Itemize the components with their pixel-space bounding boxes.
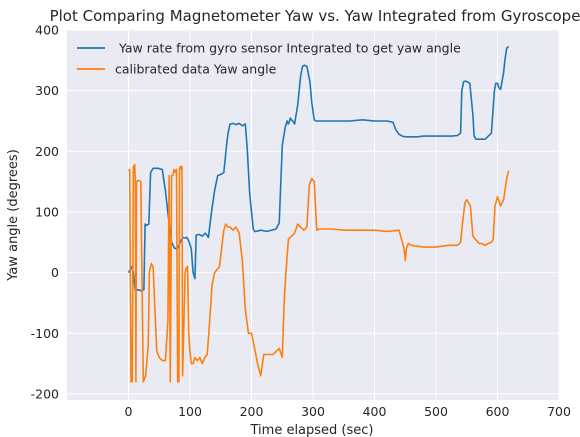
x-tick-label: 200 — [240, 404, 264, 419]
y-tick-label: 200 — [35, 144, 59, 159]
y-tick-label: -100 — [31, 326, 59, 341]
y-tick-label: 400 — [35, 23, 59, 38]
chart-title: Plot Comparing Magnetometer Yaw vs. Yaw … — [50, 7, 580, 25]
x-tick-label: 500 — [424, 404, 448, 419]
series-lines — [127, 45, 510, 383]
x-tick-label: 0 — [125, 404, 133, 419]
series-line-2 — [127, 163, 510, 383]
grid — [67, 29, 560, 400]
legend: Yaw rate from gyro sensor Integrated to … — [77, 41, 461, 77]
y-tick-label: 100 — [35, 204, 59, 219]
legend-label-1: Yaw rate from gyro sensor Integrated to … — [115, 41, 461, 56]
x-tick-label: 300 — [301, 404, 325, 419]
y-ticks: -200 -100 0 100 200 300 400 — [31, 23, 59, 402]
y-tick-label: 300 — [35, 83, 59, 98]
y-axis-label: Yaw angle (degrees) — [6, 149, 21, 282]
x-tick-label: 700 — [547, 404, 571, 419]
y-tick-label: -200 — [31, 386, 59, 401]
series-line-1 — [127, 45, 510, 292]
legend-label-2: calibrated data Yaw angle — [115, 62, 277, 77]
x-tick-label: 600 — [486, 404, 510, 419]
x-tick-label: 100 — [178, 404, 202, 419]
x-axis-label: Time elapsed (sec) — [250, 423, 374, 437]
y-tick-label: 0 — [51, 265, 59, 280]
x-ticks: 0 100 200 300 400 500 600 700 — [125, 404, 571, 419]
x-tick-label: 400 — [363, 404, 387, 419]
